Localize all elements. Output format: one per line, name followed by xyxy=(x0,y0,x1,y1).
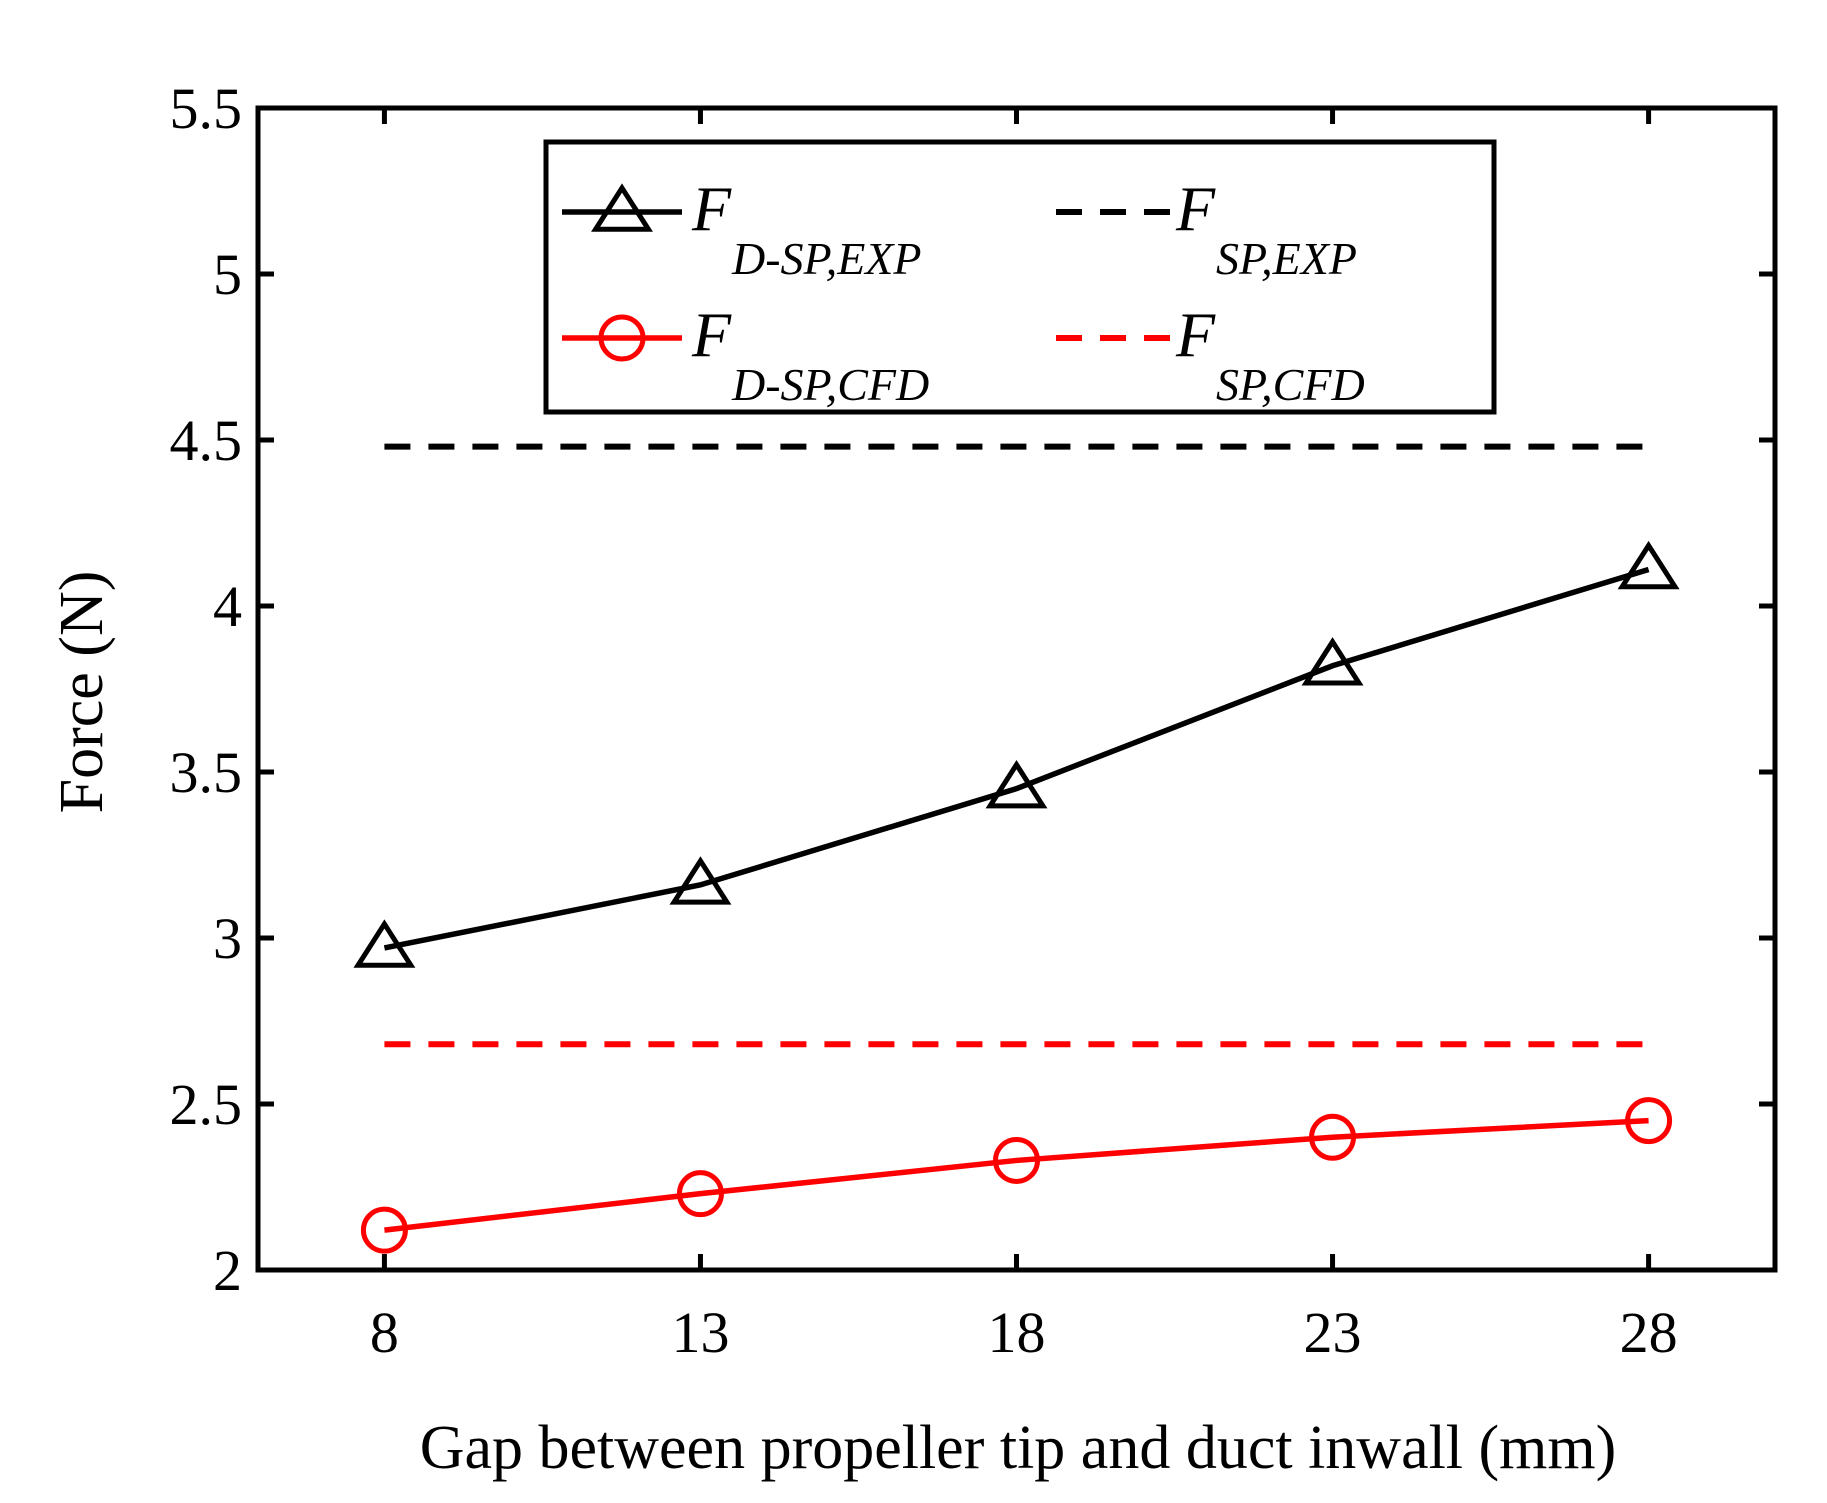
y-axis-label: Force (N) xyxy=(48,571,116,814)
legend-item-F_SP,CFD: FSP,CFD xyxy=(1056,299,1365,410)
legend-label-main: F xyxy=(1175,173,1216,244)
x-tick-label: 28 xyxy=(1620,1300,1678,1365)
series-line-F_D-SP,CFD xyxy=(384,1117,1649,1233)
y-tick-label: 5 xyxy=(213,242,242,307)
y-tick-label: 2.5 xyxy=(170,1072,243,1137)
legend-item-F_D-SP,CFD: FD-SP,CFD xyxy=(562,299,929,410)
legend-item-F_D-SP,EXP: FD-SP,EXP xyxy=(562,173,922,284)
y-tick-label: 5.5 xyxy=(170,76,243,141)
series-F_D-SP,EXP xyxy=(353,540,1680,968)
data-point-F_D-SP,CFD-13 xyxy=(676,1170,724,1218)
x-axis-label: Gap between propeller tip and duct inwal… xyxy=(420,1414,1617,1482)
data-point-F_D-SP,EXP-8 xyxy=(353,919,416,968)
series-F_D-SP,CFD xyxy=(360,1097,1673,1254)
legend-marker xyxy=(598,314,646,362)
legend-label-main: F xyxy=(1175,299,1216,370)
x-tick-label: 18 xyxy=(988,1300,1046,1365)
data-point-F_D-SP,CFD-28 xyxy=(1625,1097,1673,1145)
axis-layer: 2 2.5 3 3.5 4 4.5 5 5.5 8 13 18 23 28 xyxy=(170,76,1778,1365)
legend-label-sub: SP,CFD xyxy=(1216,359,1365,410)
data-point-F_D-SP,EXP-13 xyxy=(669,856,732,905)
legend-label-sub: D-SP,EXP xyxy=(731,233,922,284)
y-tick-label: 3.5 xyxy=(170,740,243,805)
y-tick-label: 4 xyxy=(213,574,242,639)
data-point-F_D-SP,EXP-23 xyxy=(1301,637,1364,686)
data-point-F_D-SP,EXP-18 xyxy=(985,759,1048,809)
legend-label-main: F xyxy=(691,173,732,244)
legend-box xyxy=(543,139,1497,415)
x-tick-label: 13 xyxy=(671,1300,729,1365)
plot-layer xyxy=(353,443,1680,1254)
legend-item-F_SP,EXP: FSP,EXP xyxy=(1056,173,1357,284)
series-line-F_D-SP,EXP xyxy=(383,566,1650,951)
data-point-F_D-SP,CFD-18 xyxy=(993,1136,1040,1184)
legend-label-sub: D-SP,CFD xyxy=(731,359,929,410)
x-tick-label: 8 xyxy=(370,1300,399,1365)
data-point-F_D-SP,EXP-28 xyxy=(1617,540,1680,590)
legend-label-sub: SP,EXP xyxy=(1216,233,1357,284)
data-point-F_D-SP,CFD-8 xyxy=(360,1206,408,1254)
x-tick-label: 23 xyxy=(1304,1300,1362,1365)
y-tick-label: 2 xyxy=(213,1238,242,1303)
legend-label-main: F xyxy=(691,299,732,370)
data-point-F_D-SP,CFD-23 xyxy=(1309,1113,1357,1161)
legend-marker xyxy=(591,183,653,232)
y-tick-label: 4.5 xyxy=(170,408,243,473)
y-tick-label: 3 xyxy=(213,906,242,971)
